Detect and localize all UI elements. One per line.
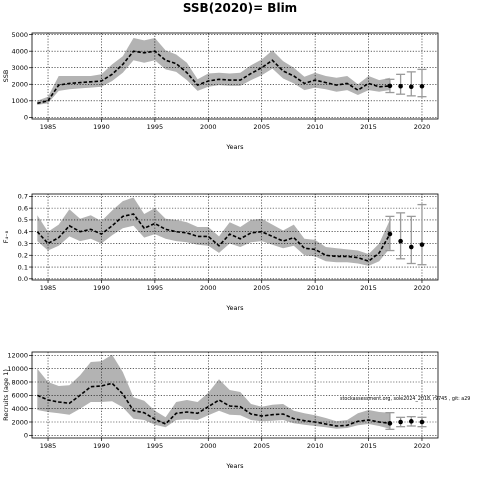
- assessment-source-note: stockassessment.org, sole2024_2018, r974…: [340, 396, 470, 402]
- x-tick-label: 2020: [414, 123, 431, 131]
- estimate-line: [36, 382, 390, 427]
- x-tick-label: 2015: [360, 442, 377, 450]
- x-tick-label: 1985: [40, 123, 57, 131]
- x-tick-label: 1985: [40, 284, 57, 292]
- estimate-line: [37, 50, 390, 105]
- projection-point: [387, 421, 393, 426]
- y-tick-label: 6000: [11, 392, 28, 400]
- fishing-mortality-panel: 1985 1990 1995 2000 2005 2010 2015 2020 0.0 0.1 0.…: [2, 193, 439, 312]
- y-tick-label: 0: [24, 114, 28, 122]
- confidence-band: [37, 38, 390, 105]
- projection-point: [398, 419, 403, 425]
- confidence-band: [37, 354, 390, 429]
- x-axis-label: Years: [225, 304, 244, 312]
- x-tick-label: 2015: [360, 284, 377, 292]
- x-tick-label: 2005: [253, 123, 270, 131]
- y-tick-label: 5000: [11, 31, 28, 39]
- projection-point: [408, 244, 414, 250]
- y-tick-label: 2000: [11, 418, 28, 426]
- x-tick-label: 1995: [147, 123, 164, 131]
- y-tick-label: 8000: [11, 378, 28, 386]
- y-tick-label: 12000: [7, 352, 28, 360]
- projection-point: [387, 83, 393, 89]
- x-tick-label: 1995: [147, 442, 164, 450]
- y-axis-label: Recruits (age 1): [2, 369, 10, 421]
- x-tick-label: 2010: [307, 123, 324, 131]
- x-tick-label: 2005: [253, 284, 270, 292]
- y-tick-label: 1000: [11, 97, 28, 105]
- x-axis-label: Years: [225, 143, 244, 151]
- y-tick-label: 0.4: [18, 228, 28, 236]
- projection-point: [419, 419, 425, 425]
- x-tick-label: 2010: [307, 284, 324, 292]
- y-tick-label: 0.2: [18, 252, 28, 260]
- x-tick-label: 1990: [93, 123, 110, 131]
- y-axis-label: F₄₋₈: [2, 230, 10, 243]
- y-tick-label: 0.1: [18, 263, 28, 271]
- projection-point: [398, 83, 403, 89]
- y-tick-label: 4000: [11, 47, 28, 55]
- x-axis-label: Years: [225, 462, 244, 470]
- x-tick-label: 2000: [200, 123, 217, 131]
- x-tick-label: 2015: [360, 123, 377, 131]
- y-tick-label: 0.3: [18, 240, 28, 248]
- projection-point: [408, 84, 414, 90]
- x-tick-label: 1985: [40, 442, 57, 450]
- plot-frame: [31, 193, 439, 281]
- projection-point: [387, 231, 393, 237]
- x-tick-label: 2000: [200, 284, 217, 292]
- y-tick-label: 10000: [7, 365, 28, 373]
- projection-point: [408, 419, 414, 424]
- x-tick-label: 1990: [93, 442, 110, 450]
- x-tick-label: 1995: [147, 284, 164, 292]
- projection-point: [419, 242, 425, 247]
- x-tick-label: 2020: [414, 284, 431, 292]
- x-tick-label: 2000: [200, 442, 217, 450]
- y-tick-label: 3000: [11, 64, 28, 72]
- projection-point: [398, 238, 403, 244]
- confidence-band: [37, 197, 390, 266]
- y-tick-label: 0.5: [18, 216, 28, 224]
- projection-point: [419, 83, 425, 89]
- plot-frame: [31, 32, 439, 120]
- y-tick-label: 0.6: [18, 204, 28, 212]
- x-tick-label: 2010: [307, 442, 324, 450]
- ssb-panel: 1985 1990 1995 2000 2005 2010 2015 2020 0 1000 200…: [2, 31, 439, 151]
- x-tick-label: 1990: [93, 284, 110, 292]
- recruitment-panel: 1985 1990 1995 2000 2005 2010 2015 2020 0 2000 400…: [2, 351, 470, 470]
- y-tick-label: 4000: [11, 405, 28, 413]
- y-tick-label: 2000: [11, 81, 28, 89]
- y-axis-label: SSB: [2, 70, 10, 83]
- y-tick-label: 0.7: [18, 193, 28, 201]
- estimate-line: [36, 213, 391, 263]
- x-tick-label: 2020: [414, 442, 431, 450]
- x-tick-label: 2005: [253, 442, 270, 450]
- y-tick-label: 0: [24, 432, 28, 440]
- y-tick-label: 0.0: [18, 275, 28, 283]
- figure-title: SSB(2020)= Blim: [183, 1, 297, 15]
